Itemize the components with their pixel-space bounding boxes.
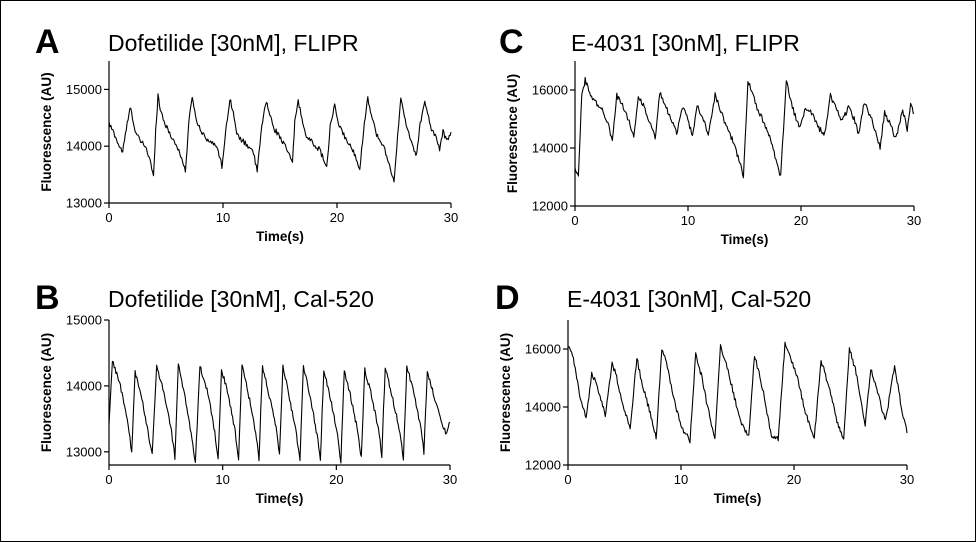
x-tick-label: 0 (571, 213, 578, 228)
chart-title: Dofetilide [30nM], Cal-520 (108, 286, 374, 312)
x-axis-label: Time(s) (256, 491, 304, 506)
y-axis-label: Fluorescence (AU) (498, 333, 513, 452)
x-tick-label: 20 (330, 210, 344, 225)
chart-panel-d: D E-4031 [30nM], Cal-520 0 10 20 30 12000 14000… (495, 279, 914, 506)
x-tick-label: 10 (215, 472, 229, 487)
y-tick-label: 12000 (532, 199, 568, 214)
x-tick-label: 30 (444, 210, 458, 225)
y-tick-label: 14000 (66, 139, 102, 154)
chart-panel-a: A Dofetilide [30nM], FLIPR 0 10 20 30 13000 140… (35, 23, 458, 244)
x-tick-label: 20 (329, 472, 343, 487)
y-tick-label: 16000 (532, 83, 568, 98)
x-tick-label: 30 (900, 472, 914, 487)
y-tick-label: 14000 (525, 400, 561, 415)
x-tick-label: 10 (674, 472, 688, 487)
series-line (568, 341, 908, 444)
y-axis-label: Fluorescence (AU) (505, 74, 520, 193)
y-tick-label: 15000 (66, 82, 102, 97)
y-tick-label: 16000 (525, 342, 561, 357)
y-axis-label: Fluorescence (AU) (39, 333, 54, 452)
x-tick-label: 0 (564, 472, 571, 487)
series-line (574, 76, 915, 179)
chart-title: E-4031 [30nM], FLIPR (571, 30, 800, 56)
x-tick-label: 0 (105, 472, 112, 487)
y-tick-label: 14000 (66, 378, 102, 393)
series-line (108, 360, 451, 464)
chart-title: E-4031 [30nM], Cal-520 (567, 286, 811, 312)
y-tick-label: 13000 (66, 444, 102, 459)
x-tick-label: 30 (907, 213, 921, 228)
x-tick-label: 20 (794, 213, 808, 228)
x-tick-label: 30 (443, 472, 457, 487)
chart-panel-c: C E-4031 [30nM], FLIPR 0 10 20 30 12000 14000 16… (499, 23, 921, 247)
y-tick-label: 15000 (66, 313, 102, 328)
x-axis-label: Time(s) (721, 232, 769, 247)
y-tick-label: 14000 (532, 141, 568, 156)
x-tick-label: 10 (216, 210, 230, 225)
series-line (108, 93, 452, 183)
x-tick-label: 10 (681, 213, 695, 228)
chart-panel-b: B Dofetilide [30nM], Cal-520 0 10 20 30 13000 1… (35, 279, 457, 506)
x-axis-label: Time(s) (256, 229, 304, 244)
panel-letter: B (35, 279, 60, 317)
x-axis-label: Time(s) (714, 491, 762, 506)
chart-title: Dofetilide [30nM], FLIPR (108, 30, 359, 56)
y-tick-label: 12000 (525, 458, 561, 473)
y-tick-label: 13000 (66, 196, 102, 211)
x-tick-label: 20 (787, 472, 801, 487)
x-tick-label: 0 (105, 210, 112, 225)
panel-letter: D (495, 279, 520, 317)
panel-letter: C (499, 23, 524, 61)
panel-letter: A (35, 23, 60, 61)
y-axis-label: Fluorescence (AU) (39, 72, 54, 191)
